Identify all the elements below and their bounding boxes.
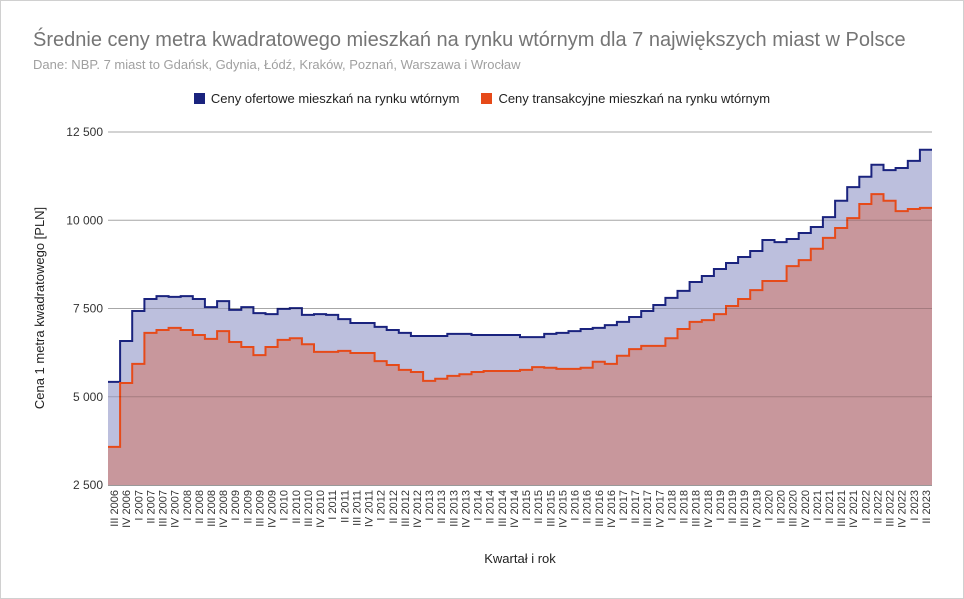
transaction-price-area xyxy=(108,194,932,485)
y-tick-label: 5 000 xyxy=(73,390,103,404)
chart-subtitle: Dane: NBP. 7 miast to Gdańsk, Gdynia, Łó… xyxy=(33,57,521,72)
x-tick-label: II 2014 xyxy=(485,490,497,524)
x-tick-label: IV 2020 xyxy=(800,490,812,528)
x-tick-label: III 2006 xyxy=(109,490,121,527)
x-tick-label: II 2011 xyxy=(339,490,351,523)
x-tick-label: IV 2010 xyxy=(315,490,327,528)
x-tick-label: I 2010 xyxy=(279,490,291,521)
x-tick-label: I 2020 xyxy=(763,490,775,521)
x-tick-label: I 2008 xyxy=(182,490,194,521)
x-tick-label: IV 2016 xyxy=(606,490,618,528)
x-tick-label: II 2023 xyxy=(921,490,933,524)
x-tick-label: II 2022 xyxy=(872,490,884,524)
y-tick-label: 7 500 xyxy=(73,302,103,316)
x-tick-label: II 2019 xyxy=(727,490,739,524)
x-axis-title: Kwartał i rok xyxy=(484,551,556,566)
x-tick-label: IV 2011 xyxy=(364,490,376,527)
x-tick-label: III 2020 xyxy=(788,490,800,527)
transaction-price-line xyxy=(108,193,932,448)
x-tick-label: III 2012 xyxy=(400,490,412,527)
x-tick-label: I 2007 xyxy=(133,490,145,521)
x-tick-label: III 2016 xyxy=(594,490,606,527)
y-tick-label: 10 000 xyxy=(66,213,103,227)
x-tick-label: I 2019 xyxy=(715,490,727,521)
x-tick-label: IV 2013 xyxy=(460,490,472,528)
x-tick-label: I 2016 xyxy=(570,490,582,521)
x-tick-label: IV 2022 xyxy=(897,490,909,528)
legend-item-transaction[interactable]: Ceny transakcyjne mieszkań na rynku wtór… xyxy=(481,91,770,106)
x-tick-label: I 2023 xyxy=(909,490,921,521)
x-tick-label: III 2010 xyxy=(303,490,315,527)
x-tick-label: IV 2019 xyxy=(751,490,763,528)
x-tick-label: I 2021 xyxy=(812,490,824,521)
x-tick-label: IV 2018 xyxy=(703,490,715,528)
legend-item-offer[interactable]: Ceny ofertowe mieszkań na rynku wtórnym xyxy=(193,91,460,106)
x-tick-label: II 2009 xyxy=(242,490,254,524)
x-tick-label: III 2022 xyxy=(885,490,897,527)
x-tick-label: I 2018 xyxy=(666,490,678,521)
x-tick-label: I 2017 xyxy=(618,490,630,521)
x-tick-label: II 2007 xyxy=(145,490,157,524)
legend-label-transaction: Ceny transakcyjne mieszkań na rynku wtór… xyxy=(498,91,771,106)
x-tick-label: II 2017 xyxy=(630,490,642,524)
x-tick-label: I 2015 xyxy=(521,490,533,521)
x-tick-label: III 2021 xyxy=(836,490,848,527)
x-tick-label: IV 2014 xyxy=(509,490,521,528)
x-tick-label: I 2022 xyxy=(860,490,872,521)
x-tick-label: III 2015 xyxy=(545,490,557,527)
x-tick-label: IV 2015 xyxy=(557,490,569,528)
x-tick-label: I 2014 xyxy=(473,490,485,521)
x-tick-label: IV 2009 xyxy=(267,490,279,528)
x-tick-label: I 2011 xyxy=(327,490,339,520)
x-tick-label: III 2013 xyxy=(448,490,460,527)
chart-title: Średnie ceny metra kwadratowego mieszkań… xyxy=(33,29,906,51)
legend-label-offer: Ceny ofertowe mieszkań na rynku wtórnym xyxy=(210,91,460,106)
x-tick-label: II 2021 xyxy=(824,490,836,524)
x-tick-label: IV 2012 xyxy=(412,490,424,528)
x-tick-label: IV 2008 xyxy=(218,490,230,528)
x-tick-label: IV 2007 xyxy=(170,490,182,528)
x-tick-label: III 2014 xyxy=(497,490,509,527)
x-tick-label: III 2019 xyxy=(739,490,751,527)
x-tick-label: II 2020 xyxy=(776,490,788,524)
x-tick-label: II 2012 xyxy=(388,490,400,524)
x-tick-label: II 2010 xyxy=(291,490,303,524)
x-tick-label: IV 2017 xyxy=(654,490,666,528)
offer-price-line xyxy=(108,148,932,383)
legend-swatch-offer xyxy=(193,93,205,104)
x-tick-label: III 2011 xyxy=(351,490,363,526)
x-tick-label: I 2012 xyxy=(376,490,388,521)
x-tick-label: IV 2021 xyxy=(848,490,860,528)
x-tick-label: I 2009 xyxy=(230,490,242,521)
x-tick-label: III 2018 xyxy=(691,490,703,527)
y-axis-title: Cena 1 metra kwadratowego [PLN] xyxy=(32,207,47,409)
x-tick-label: II 2018 xyxy=(679,490,691,524)
x-tick-label: III 2007 xyxy=(158,490,170,527)
x-tick-label: III 2017 xyxy=(642,490,654,527)
y-tick-label: 12 500 xyxy=(66,125,103,139)
x-tick-label: III 2009 xyxy=(254,490,266,527)
x-tick-label: I 2013 xyxy=(424,490,436,521)
x-tick-label: II 2016 xyxy=(582,490,594,524)
y-tick-label: 2 500 xyxy=(73,478,103,492)
x-tick-label: II 2008 xyxy=(194,490,206,524)
legend: Ceny ofertowe mieszkań na rynku wtórnym … xyxy=(0,91,964,106)
x-tick-label: II 2013 xyxy=(436,490,448,524)
legend-swatch-transaction xyxy=(481,93,493,104)
x-tick-label: II 2015 xyxy=(533,490,545,524)
x-tick-label: III 2008 xyxy=(206,490,218,527)
x-tick-label: IV 2006 xyxy=(121,490,133,528)
